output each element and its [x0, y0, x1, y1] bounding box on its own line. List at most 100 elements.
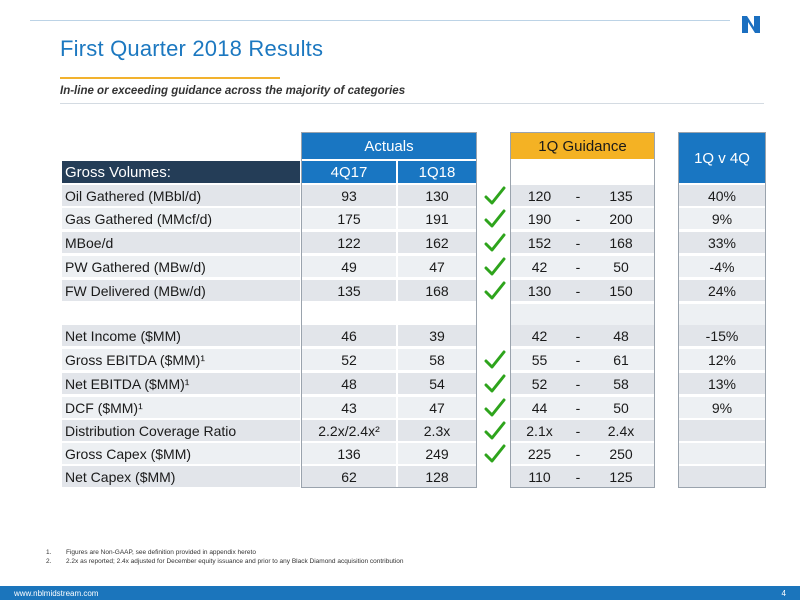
actuals-header: Actuals — [302, 133, 476, 159]
guidance-dash: - — [568, 373, 588, 394]
footer-bar: www.nblmidstream.com 4 — [0, 586, 800, 600]
row-label: FW Delivered (MBw/d) — [62, 280, 300, 301]
row-label: Net Income ($MM) — [62, 325, 300, 346]
guidance-dash: - — [568, 443, 588, 464]
value-4q17: 136 — [302, 443, 396, 464]
guidance-low: 44 — [511, 397, 568, 418]
page-subtitle: In-line or exceeding guidance across the… — [60, 85, 406, 97]
check-icon — [482, 443, 508, 464]
guidance-low: 42 — [511, 256, 568, 277]
compare-value — [679, 304, 765, 325]
guidance-dash: - — [568, 466, 588, 487]
guidance-high: 135 — [588, 185, 654, 206]
compare-value: -4% — [679, 256, 765, 277]
row-label: Net Capex ($MM) — [62, 466, 300, 487]
footer-url[interactable]: www.nblmidstream.com — [14, 588, 99, 598]
guidance-low: 2.1x — [511, 420, 568, 441]
guidance-dash: - — [568, 185, 588, 206]
page-number: 4 — [781, 588, 786, 598]
check-icon — [482, 325, 508, 346]
value-4q17: 43 — [302, 397, 396, 418]
subtitle-divider — [60, 103, 764, 104]
check-icon — [482, 232, 508, 253]
value-4q17: 135 — [302, 280, 396, 301]
guidance-dash: - — [568, 208, 588, 229]
row-label: Gross Capex ($MM) — [62, 443, 300, 464]
value-4q17: 52 — [302, 349, 396, 370]
guidance-low: 42 — [511, 325, 568, 346]
compare-value — [679, 420, 765, 441]
guidance-high: 125 — [588, 466, 654, 487]
footnote-2: 2. 2.2x as reported; 2.4x adjusted for De… — [46, 558, 404, 565]
guidance-high — [588, 304, 654, 325]
check-icon — [482, 349, 508, 370]
value-1q18: 168 — [398, 280, 476, 301]
guidance-dash: - — [568, 256, 588, 277]
value-4q17: 62 — [302, 466, 396, 487]
row-label: Net EBITDA ($MM)¹ — [62, 373, 300, 394]
value-4q17: 122 — [302, 232, 396, 253]
value-1q18: 2.3x — [398, 420, 476, 441]
value-1q18: 128 — [398, 466, 476, 487]
value-1q18: 39 — [398, 325, 476, 346]
guidance-low: 130 — [511, 280, 568, 301]
guidance-low — [511, 304, 568, 325]
guidance-low: 55 — [511, 349, 568, 370]
col-4q17-header: 4Q17 — [302, 161, 396, 183]
guidance-low: 152 — [511, 232, 568, 253]
value-4q17 — [302, 304, 396, 325]
value-4q17: 46 — [302, 325, 396, 346]
footnotes: 1. Figures are Non-GAAP, see definition p… — [46, 548, 403, 566]
guidance-high: 250 — [588, 443, 654, 464]
check-icon — [482, 397, 508, 418]
value-4q17: 175 — [302, 208, 396, 229]
guidance-dash: - — [568, 325, 588, 346]
row-label: DCF ($MM)¹ — [62, 397, 300, 418]
compare-value: 9% — [679, 397, 765, 418]
check-icon — [482, 304, 508, 325]
row-label: Distribution Coverage Ratio — [62, 420, 300, 441]
guidance-low: 52 — [511, 373, 568, 394]
guidance-dash: - — [568, 232, 588, 253]
value-1q18: 130 — [398, 185, 476, 206]
check-icon — [482, 185, 508, 206]
guidance-dash: - — [568, 420, 588, 441]
compare-value: 12% — [679, 349, 765, 370]
value-4q17: 48 — [302, 373, 396, 394]
guidance-low: 110 — [511, 466, 568, 487]
guidance-dash: - — [568, 280, 588, 301]
gross-volumes-header: Gross Volumes: — [62, 161, 300, 183]
compare-value: 13% — [679, 373, 765, 394]
check-icon — [482, 256, 508, 277]
compare-value — [679, 466, 765, 487]
value-1q18: 47 — [398, 256, 476, 277]
page-title: First Quarter 2018 Results — [60, 36, 324, 61]
value-1q18: 54 — [398, 373, 476, 394]
row-label: Gas Gathered (MMcf/d) — [62, 208, 300, 229]
guidance-high: 150 — [588, 280, 654, 301]
compare-value: 33% — [679, 232, 765, 253]
guidance-dash: - — [568, 397, 588, 418]
check-icon — [482, 280, 508, 301]
nblx-logo-icon — [737, 10, 765, 38]
guidance-high: 2.4x — [588, 420, 654, 441]
compare-value: 24% — [679, 280, 765, 301]
guidance-dash: - — [568, 349, 588, 370]
check-icon — [482, 208, 508, 229]
title-underline — [60, 77, 280, 79]
compare-value: 9% — [679, 208, 765, 229]
check-icon — [482, 373, 508, 394]
col-1q18-header: 1Q18 — [398, 161, 476, 183]
value-1q18: 162 — [398, 232, 476, 253]
guidance-high: 48 — [588, 325, 654, 346]
value-4q17: 2.2x/2.4x² — [302, 420, 396, 441]
row-label: MBoe/d — [62, 232, 300, 253]
guidance-header: 1Q Guidance — [511, 133, 654, 159]
guidance-low: 120 — [511, 185, 568, 206]
guidance-low: 225 — [511, 443, 568, 464]
guidance-high: 200 — [588, 208, 654, 229]
value-1q18: 249 — [398, 443, 476, 464]
value-1q18: 58 — [398, 349, 476, 370]
value-4q17: 49 — [302, 256, 396, 277]
